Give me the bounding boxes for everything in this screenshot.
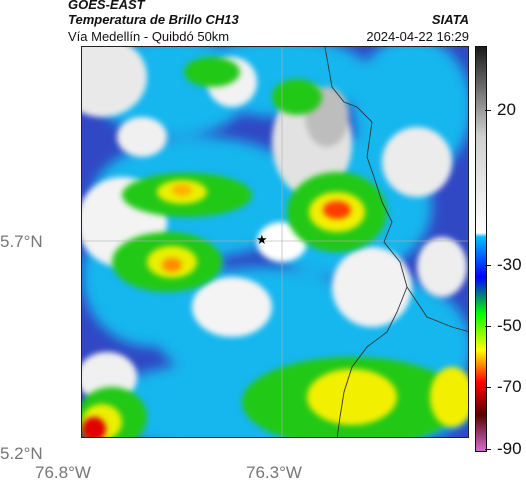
department-boundary-branch bbox=[406, 286, 468, 332]
organization-label: SIATA bbox=[431, 12, 469, 27]
colorbar-tick-mark bbox=[485, 387, 491, 388]
colorbar-tick-mark bbox=[485, 326, 491, 327]
product-title: Temperatura de Brillo CH13 bbox=[68, 12, 239, 27]
star-icon: ★ bbox=[256, 232, 268, 247]
temperature-colorbar bbox=[475, 46, 487, 452]
map-canvas bbox=[82, 47, 468, 437]
colorbar-tick-mark bbox=[485, 265, 491, 266]
timestamp-label: 2024-04-22 16:29 bbox=[366, 29, 469, 44]
y-tick-label: 5.2°N bbox=[0, 444, 43, 463]
colorbar-tick-mark bbox=[485, 110, 491, 111]
y-tick-label: 5.7°N bbox=[0, 232, 43, 251]
colorbar-tick-label: 20 bbox=[497, 100, 516, 119]
colorbar-tick-label: -90 bbox=[497, 439, 522, 458]
department-boundary bbox=[324, 47, 408, 437]
x-tick-label: 76.3°W bbox=[246, 463, 302, 482]
colorbar-tick-label: -30 bbox=[497, 255, 522, 274]
yellow-layer bbox=[82, 180, 468, 437]
colorbar-tick-label: -50 bbox=[497, 316, 522, 335]
colorbar-tick-mark bbox=[485, 449, 491, 450]
colorbar-tick-label: -70 bbox=[497, 377, 522, 396]
hot-core-layer bbox=[82, 184, 351, 437]
x-tick-label: 76.8°W bbox=[35, 463, 91, 482]
satellite-title: GOES-EAST bbox=[68, 0, 145, 12]
brightness-temperature-map[interactable] bbox=[81, 46, 469, 438]
region-label: Vía Medellín - Quibdó 50km bbox=[68, 29, 230, 44]
